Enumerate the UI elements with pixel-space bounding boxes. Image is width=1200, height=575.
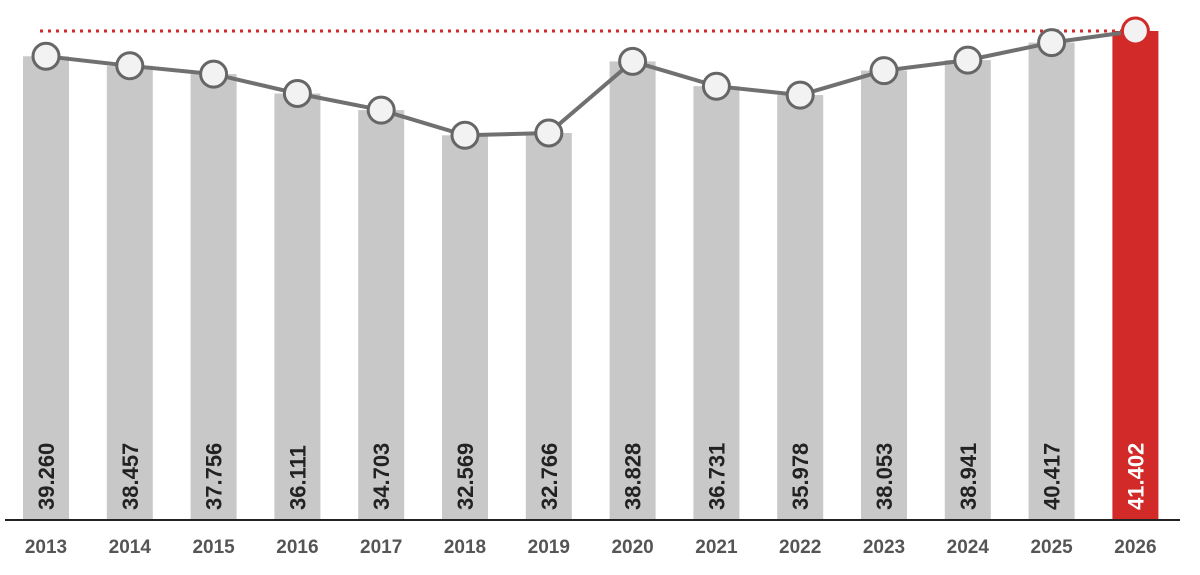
bar-2020 <box>609 61 656 521</box>
value-label-2024: 38.941 <box>956 443 981 510</box>
value-label-2019: 32.766 <box>537 443 562 510</box>
bar-2014 <box>106 65 153 521</box>
bar-2018 <box>442 135 488 521</box>
x-tick-label-2023: 2023 <box>863 537 905 558</box>
x-tick-label-2015: 2015 <box>192 537 235 558</box>
value-label-2025: 40.417 <box>1040 443 1065 510</box>
x-tick-label-2019: 2019 <box>528 537 570 558</box>
value-label-2015: 37.756 <box>202 443 227 510</box>
value-label-2020: 38.828 <box>621 443 646 510</box>
marker-2015 <box>199 59 229 89</box>
x-tick-label-2022: 2022 <box>779 537 821 558</box>
value-label-2014: 38.457 <box>118 443 143 510</box>
value-label-2023: 38.053 <box>872 443 897 510</box>
x-tick-label-2024: 2024 <box>947 537 990 558</box>
value-label-2026: 41.402 <box>1123 443 1148 510</box>
bar-2019 <box>525 133 572 520</box>
marker-2016 <box>282 79 312 108</box>
value-label-2022: 35.978 <box>788 443 813 510</box>
value-label-2017: 34.703 <box>369 443 394 510</box>
x-tick-label-2026: 2026 <box>1114 537 1156 558</box>
bar-2015 <box>190 74 237 520</box>
value-label-2021: 36.731 <box>704 443 729 510</box>
x-tick-label-2021: 2021 <box>695 537 738 558</box>
marker-2023 <box>869 56 899 86</box>
marker-2018 <box>450 120 480 150</box>
bar-2022 <box>777 95 824 520</box>
x-tick-label-2017: 2017 <box>360 537 402 558</box>
marker-2013 <box>31 41 61 71</box>
bar-2013 <box>23 56 69 521</box>
value-label-2016: 36.111 <box>285 445 310 510</box>
x-tick-label-2013: 2013 <box>25 537 67 558</box>
x-tick-label-2020: 2020 <box>611 537 653 558</box>
bars-group <box>23 31 1159 521</box>
bar-2017 <box>358 110 405 520</box>
marker-2017 <box>366 95 396 125</box>
bar-2016 <box>274 93 321 520</box>
marker-2021 <box>701 71 731 101</box>
x-tick-label-2018: 2018 <box>444 537 486 558</box>
bar-2026 <box>1112 31 1159 520</box>
marker-2020 <box>618 46 648 76</box>
x-tick-label-2016: 2016 <box>276 537 318 558</box>
bar-2021 <box>693 86 740 520</box>
bar-2025 <box>1028 42 1075 520</box>
value-label-2018: 32.569 <box>453 443 478 510</box>
bar-2024 <box>944 60 991 520</box>
x-tick-labels-group: 2013 2014 2015 2016 2017 2018 2019 2020 2021 2022… <box>25 537 1157 558</box>
bar-2023 <box>861 70 907 520</box>
markers-group <box>31 16 1150 150</box>
x-tick-label-2014: 2014 <box>109 537 152 558</box>
marker-2019 <box>534 118 564 148</box>
marker-2014 <box>115 51 145 81</box>
value-labels-group: 39.260 38.457 37.756 36.111 34.703 32.569 32.7… <box>34 443 1148 510</box>
value-label-2013: 39.260 <box>34 443 59 510</box>
marker-2024 <box>953 45 983 75</box>
marker-2025 <box>1037 28 1067 58</box>
marker-2026 <box>1120 16 1150 46</box>
marker-2022 <box>785 80 815 110</box>
x-tick-label-2025: 2025 <box>1030 537 1073 558</box>
